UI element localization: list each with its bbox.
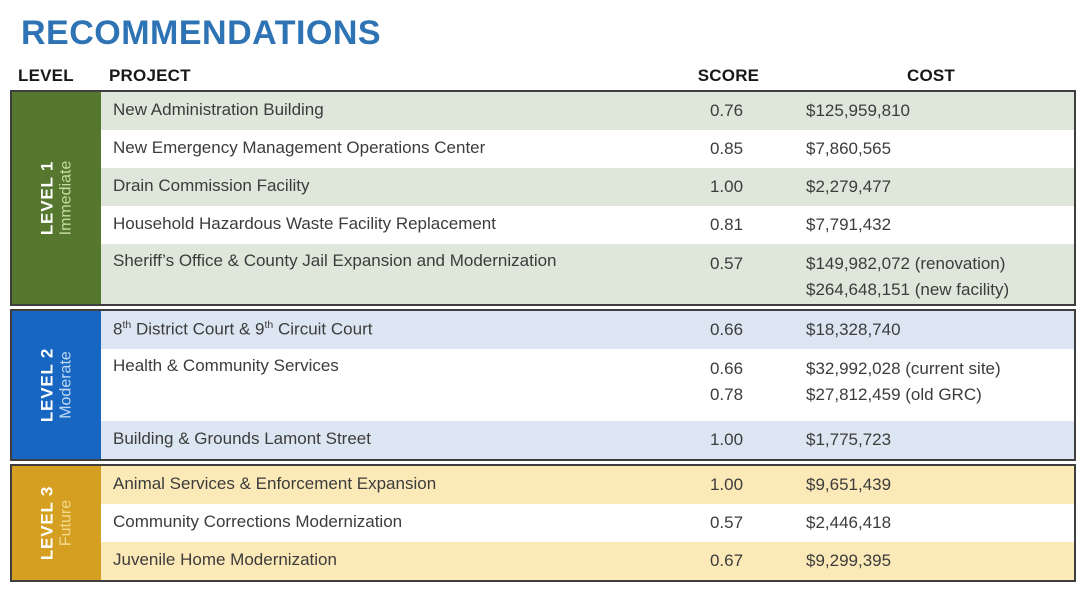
score-cell: 1.00 bbox=[709, 429, 744, 449]
score-cell: 1.00 bbox=[709, 176, 744, 196]
score-cell: 0.57 bbox=[709, 512, 744, 532]
table-row: Sheriff’s Office & County Jail Expansion… bbox=[101, 243, 1074, 304]
score-cell: 0.57 bbox=[709, 253, 744, 273]
table-row: Animal Services & Enforcement Expansion 1… bbox=[101, 465, 1074, 504]
project-cell: 8th District Court & 9th Circuit Court bbox=[113, 319, 373, 339]
table-row: New Administration Building 0.76 $125,959,… bbox=[101, 91, 1074, 130]
cost-cell: $7,791,432 bbox=[806, 214, 892, 234]
table-row: Household Hazardous Waste Facility Repla… bbox=[101, 205, 1074, 244]
cost-cell: $2,446,418 bbox=[806, 512, 892, 532]
level-block-1: LEVEL 1 Immediate New Administration Build… bbox=[10, 89, 1076, 306]
column-header-score: SCORE bbox=[697, 65, 760, 85]
cost-cell: $7,860,565 bbox=[806, 138, 892, 158]
table-row: Community Corrections Modernization 0.57 $… bbox=[101, 503, 1074, 542]
table-row: 8th District Court & 9th Circuit Court 0.… bbox=[101, 310, 1074, 349]
cost-cell: $149,982,072 (renovation) $264,648,151 (n… bbox=[806, 253, 1010, 299]
level-name-label: LEVEL 2 bbox=[37, 347, 57, 422]
cost-cell: $9,299,395 bbox=[806, 550, 892, 570]
table-row: Juvenile Home Modernization 0.67 $9,299,39… bbox=[101, 541, 1074, 580]
table-row: Building & Grounds Lamont Street 1.00 $1,7… bbox=[101, 420, 1074, 459]
score-cell: 1.00 bbox=[709, 474, 744, 494]
project-cell: New Emergency Management Operations Cent… bbox=[113, 138, 486, 158]
level-block-2: LEVEL 2 Moderate 8th District Court & 9th … bbox=[10, 308, 1076, 461]
column-header-cost: COST bbox=[906, 65, 956, 85]
column-header-level: LEVEL bbox=[18, 65, 74, 85]
cost-cell: $18,328,740 bbox=[806, 319, 901, 339]
cost-cell: $1,775,723 bbox=[806, 429, 892, 449]
project-cell: Community Corrections Modernization bbox=[113, 512, 403, 532]
score-cell: 0.81 bbox=[709, 214, 744, 234]
project-cell: Sheriff’s Office & County Jail Expansion… bbox=[113, 250, 557, 270]
level-block-3: LEVEL 3 Future Animal Services & Enforceme… bbox=[10, 463, 1076, 582]
score-cell: 0.66 0.78 bbox=[709, 358, 744, 404]
project-cell: Drain Commission Facility bbox=[113, 176, 310, 196]
level-sublabel: Moderate bbox=[57, 350, 75, 419]
project-cell: Health & Community Services bbox=[113, 355, 339, 375]
cost-cell: $125,959,810 bbox=[806, 100, 910, 120]
project-cell: Household Hazardous Waste Facility Repla… bbox=[113, 214, 496, 234]
level-sidebar-2: LEVEL 2 Moderate bbox=[12, 310, 101, 459]
cost-cell: $9,651,439 bbox=[806, 474, 892, 494]
level-name-label: LEVEL 3 bbox=[37, 485, 57, 560]
cost-cell: $32,992,028 (current site) $27,812,459 (o… bbox=[806, 358, 1001, 404]
level-sublabel: Future bbox=[57, 499, 75, 546]
score-cell: 0.76 bbox=[709, 100, 744, 120]
table-row: Drain Commission Facility 1.00 $2,279,477 bbox=[101, 167, 1074, 206]
score-cell: 0.85 bbox=[709, 138, 744, 158]
level-sublabel: Immediate bbox=[57, 160, 75, 236]
level-sidebar-1: LEVEL 1 Immediate bbox=[12, 91, 101, 304]
column-header-project: PROJECT bbox=[109, 65, 191, 85]
table-row: Health & Community Services 0.66 0.78 $32,9… bbox=[101, 348, 1074, 421]
score-cell: 0.66 bbox=[709, 319, 744, 339]
recommendations-table: LEVEL 1 Immediate New Administration Build… bbox=[10, 89, 1076, 582]
project-cell: Juvenile Home Modernization bbox=[113, 550, 337, 570]
level-sidebar-3: LEVEL 3 Future bbox=[12, 465, 101, 580]
table-header: LEVEL PROJECT SCORE COST bbox=[10, 66, 1076, 86]
level-name-label: LEVEL 1 bbox=[37, 160, 57, 235]
project-cell: Animal Services & Enforcement Expansion bbox=[113, 474, 437, 494]
project-cell: New Administration Building bbox=[113, 100, 324, 120]
slide: RECOMMENDATIONS LEVEL PROJECT SCORE COST… bbox=[10, 14, 1076, 582]
project-cell: Building & Grounds Lamont Street bbox=[113, 429, 371, 449]
page-title: RECOMMENDATIONS bbox=[21, 14, 382, 52]
score-cell: 0.67 bbox=[709, 550, 744, 570]
cost-cell: $2,279,477 bbox=[806, 176, 892, 196]
table-row: New Emergency Management Operations Cent… bbox=[101, 129, 1074, 168]
